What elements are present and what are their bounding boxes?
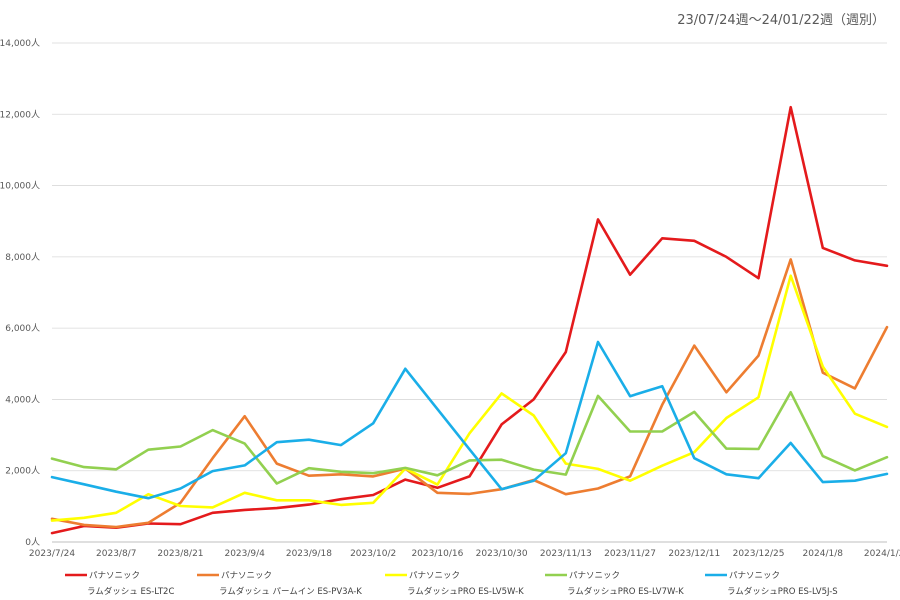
y-axis: 0人 2,000人 4,000人 6,000人 8,000人 10,000人 12,000人… (0, 38, 40, 548)
x-tick-label: 2023/8/7 (96, 549, 136, 559)
series-line-1 (50, 105, 889, 535)
y-tick-label: 0人 (25, 537, 40, 548)
legend-brand: パナソニック (569, 571, 620, 581)
chart-title: 23/07/24週〜24/01/22週（週別） (677, 13, 885, 28)
legend-product: ラムダッシュ ES-LT2C (87, 586, 174, 597)
y-tick-label: 2,000人 (5, 466, 40, 477)
legend-product: ラムダッシュPRO ES-LV5W-K (407, 586, 524, 597)
series-layer (50, 105, 889, 535)
y-tick-label: 14,000人 (0, 38, 40, 49)
x-tick-label: 2023/10/30 (476, 549, 528, 559)
y-tick-label: 8,000人 (5, 252, 40, 263)
series-line-5 (50, 340, 889, 500)
series-line-2 (50, 258, 889, 529)
x-tick-label: 2023/11/13 (540, 549, 592, 559)
y-tick-label: 10,000人 (0, 181, 40, 192)
x-tick-label: 2023/7/24 (29, 549, 75, 559)
x-tick-label: 2023/11/27 (604, 549, 656, 559)
legend-brand: パナソニック (221, 571, 272, 581)
y-tick-label: 6,000人 (5, 323, 40, 334)
legend-product: ラムダッシュ パームイン ES-PV3A-K (219, 586, 362, 597)
x-tick-label: 2023/9/4 (224, 549, 265, 559)
x-axis: 2023/7/24 2023/8/7 2023/8/21 2023/9/4 2023/9… (29, 549, 900, 559)
x-tick-label: 2024/1/8 (803, 549, 844, 559)
legend-brand: パナソニック (729, 571, 780, 581)
series-line-4 (50, 390, 889, 485)
legend-product: ラムダッシュPRO ES-LV5J-S (727, 586, 838, 597)
legend-brand: パナソニック (89, 571, 140, 581)
x-tick-label: 2023/10/16 (411, 549, 463, 559)
y-tick-label: 4,000人 (5, 394, 40, 405)
x-tick-label: 2023/8/21 (157, 549, 203, 559)
legend-brand: パナソニック (409, 571, 460, 581)
series-line-3 (50, 274, 889, 522)
x-tick-label: 2023/12/25 (733, 549, 785, 559)
x-tick-label: 2023/12/11 (668, 549, 720, 559)
x-tick-label: 2023/10/2 (350, 549, 396, 559)
legend-product: ラムダッシュPRO ES-LV7W-K (567, 586, 684, 597)
x-tick-label: 2023/9/18 (286, 549, 332, 559)
y-tick-label: 12,000人 (0, 109, 40, 120)
x-tick-label: 2024/1/22 (864, 549, 900, 559)
grid-layer (52, 42, 887, 543)
